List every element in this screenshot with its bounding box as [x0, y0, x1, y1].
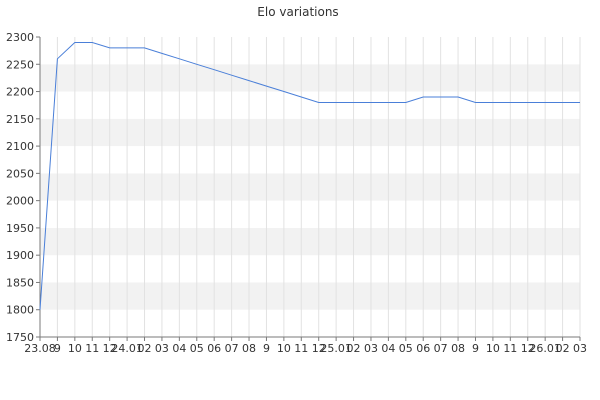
x-tick-label: 11 [294, 342, 308, 355]
x-tick-label: 07 [434, 342, 448, 355]
plot-band [40, 118, 580, 147]
plot-band [40, 200, 580, 228]
x-tick-label: 9 [263, 342, 270, 355]
y-tick-label: 2100 [6, 140, 34, 153]
x-tick-label: 23.08 [24, 342, 56, 355]
x-tick-label: 10 [277, 342, 291, 355]
x-tick-label: 06 [207, 342, 221, 355]
x-tick-label: 11 [503, 342, 517, 355]
x-tick-label: 12 [312, 342, 326, 355]
y-tick-label: 1900 [6, 249, 34, 262]
x-tick-label: 08 [451, 342, 465, 355]
x-tick-label: 9 [472, 342, 479, 355]
y-tick-label: 2050 [6, 167, 34, 180]
plot-band [40, 173, 580, 201]
x-tick-label: 04 [381, 342, 395, 355]
y-axis-ticks: 1750 1800 1850 1900 1950 2000 2050 2100 2150 2200… [6, 31, 40, 344]
x-tick-label: 03 [364, 342, 378, 355]
plot-band [40, 282, 580, 310]
plot-band [40, 91, 580, 119]
plot-band [40, 309, 580, 337]
y-tick-label: 2150 [6, 113, 34, 126]
plot-band [40, 227, 580, 256]
x-tick-label: 04 [172, 342, 186, 355]
series-line [39, 42, 580, 310]
x-tick-label: 26.01 [529, 342, 561, 355]
y-tick-label: 1800 [6, 304, 34, 317]
plot-band [40, 37, 580, 65]
y-tick-label: 2000 [6, 195, 34, 208]
x-tick-label: 25.01 [320, 342, 352, 355]
x-tick-label: 24.01 [111, 342, 143, 355]
x-tick-label: 12 [103, 342, 117, 355]
x-tick-label: 06 [416, 342, 430, 355]
y-tick-label: 1850 [6, 276, 34, 289]
plot-band [40, 255, 580, 283]
plot-bands [40, 37, 580, 337]
x-tick-label: 05 [190, 342, 204, 355]
plot-band [40, 146, 580, 174]
x-tick-label: 08 [242, 342, 256, 355]
chart-title: Elo variations [257, 5, 338, 19]
x-tick-label: 10 [486, 342, 500, 355]
x-tick-label: 03 [573, 342, 587, 355]
x-tick-label: 11 [85, 342, 99, 355]
x-tick-label: 10 [68, 342, 82, 355]
x-tick-label: 05 [399, 342, 413, 355]
plot-band [40, 64, 580, 92]
x-tick-label: 03 [155, 342, 169, 355]
y-tick-label: 2300 [6, 31, 34, 44]
vertical-gridlines [39, 37, 581, 337]
x-tick-label: 07 [225, 342, 239, 355]
y-tick-label: 1950 [6, 222, 34, 235]
y-tick-label: 2200 [6, 86, 34, 99]
x-tick-label: 02 [556, 342, 570, 355]
y-tick-label: 1750 [6, 331, 34, 344]
x-tick-label: 02 [347, 342, 361, 355]
y-tick-label: 2250 [6, 58, 34, 71]
x-tick-label: 9 [54, 342, 61, 355]
x-tick-label: 12 [521, 342, 535, 355]
x-tick-label: 02 [138, 342, 152, 355]
